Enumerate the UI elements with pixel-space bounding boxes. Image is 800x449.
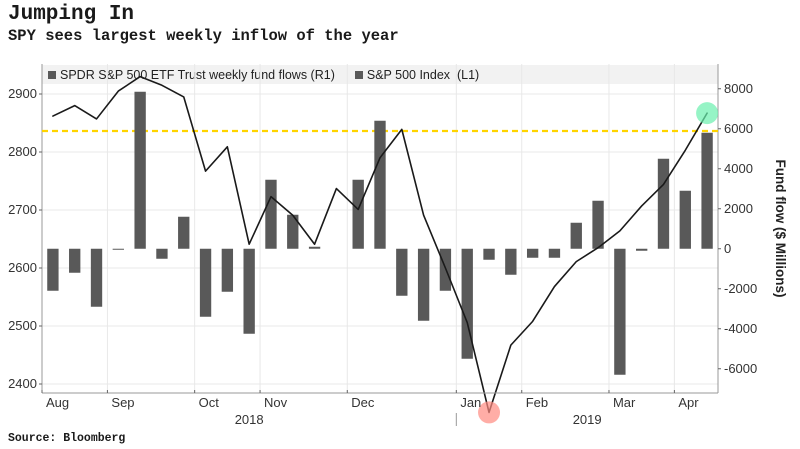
svg-text:Oct: Oct	[199, 395, 220, 410]
svg-text:2700: 2700	[8, 202, 37, 217]
svg-text:-4000: -4000	[724, 321, 757, 336]
svg-text:Mar: Mar	[613, 395, 636, 410]
svg-text:2400: 2400	[8, 376, 37, 391]
svg-text:Sep: Sep	[111, 395, 134, 410]
svg-text:Feb: Feb	[526, 395, 548, 410]
svg-text:-6000: -6000	[724, 361, 757, 376]
svg-text:2000: 2000	[724, 201, 753, 216]
svg-text:2018: 2018	[235, 412, 264, 427]
svg-text:Fund flow ($ Millions): Fund flow ($ Millions)	[773, 160, 788, 298]
svg-text:Dec: Dec	[351, 395, 375, 410]
svg-text:Apr: Apr	[678, 395, 699, 410]
svg-text:0: 0	[724, 241, 731, 256]
svg-text:2019: 2019	[573, 412, 602, 427]
svg-text:Aug: Aug	[46, 395, 69, 410]
svg-text:Jan: Jan	[460, 395, 481, 410]
svg-text:6000: 6000	[724, 121, 753, 136]
svg-text:4000: 4000	[724, 161, 753, 176]
svg-text:2800: 2800	[8, 144, 37, 159]
svg-text:2900: 2900	[8, 86, 37, 101]
svg-text:2600: 2600	[8, 260, 37, 275]
svg-text:-2000: -2000	[724, 281, 757, 296]
svg-text:Nov: Nov	[264, 395, 288, 410]
svg-text:2500: 2500	[8, 318, 37, 333]
svg-text:8000: 8000	[724, 81, 753, 96]
